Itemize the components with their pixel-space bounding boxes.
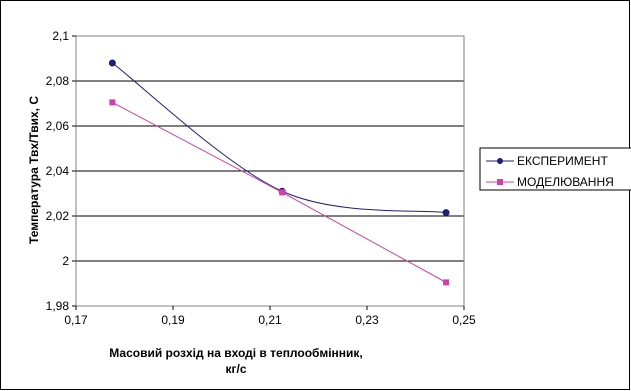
y-tick-label: 2 bbox=[62, 254, 69, 268]
y-tick-label: 2,08 bbox=[46, 74, 70, 88]
data-point-modeling bbox=[443, 279, 450, 286]
y-tick-label: 2,1 bbox=[52, 29, 69, 43]
legend: ЕКСПЕРИМЕНТ МОДЕЛЮВАННЯ bbox=[479, 147, 631, 191]
data-point-modeling bbox=[109, 99, 116, 106]
x-tick-label: 0,19 bbox=[161, 313, 185, 327]
grid-lines bbox=[76, 80, 464, 262]
y-axis-title: Температура Твх/Твих, С bbox=[27, 96, 41, 244]
data-point-experiment bbox=[442, 209, 450, 217]
x-tick-label: 0,25 bbox=[452, 313, 476, 327]
legend-marker-modeling bbox=[497, 179, 503, 185]
data-point-experiment bbox=[108, 59, 116, 67]
legend-label-modeling: МОДЕЛЮВАННЯ bbox=[517, 175, 614, 189]
series bbox=[108, 59, 450, 286]
y-tick-label: 2,02 bbox=[46, 209, 70, 223]
x-tick-label: 0,17 bbox=[64, 313, 88, 327]
y-tick-label: 2,04 bbox=[46, 164, 70, 178]
x-axis-title-line2: кг/с bbox=[225, 362, 246, 376]
y-tick-label: 1,98 bbox=[46, 299, 70, 313]
x-tick-label: 0,21 bbox=[258, 313, 282, 327]
y-axis-ticks: 1,98 2 2,02 2,04 2,06 2,08 2,1 bbox=[46, 29, 76, 313]
legend-marker-experiment bbox=[497, 158, 503, 164]
x-tick-label: 0,23 bbox=[355, 313, 379, 327]
data-point-modeling bbox=[279, 189, 286, 196]
y-tick-label: 2,06 bbox=[46, 119, 70, 133]
legend-box bbox=[479, 147, 631, 191]
legend-label-experiment: ЕКСПЕРИМЕНТ bbox=[517, 154, 608, 168]
x-axis-ticks: 0,17 0,19 0,21 0,23 0,25 bbox=[64, 306, 476, 327]
x-axis-title-line1: Масовий розхід на вході в теплообмінник, bbox=[109, 346, 363, 360]
